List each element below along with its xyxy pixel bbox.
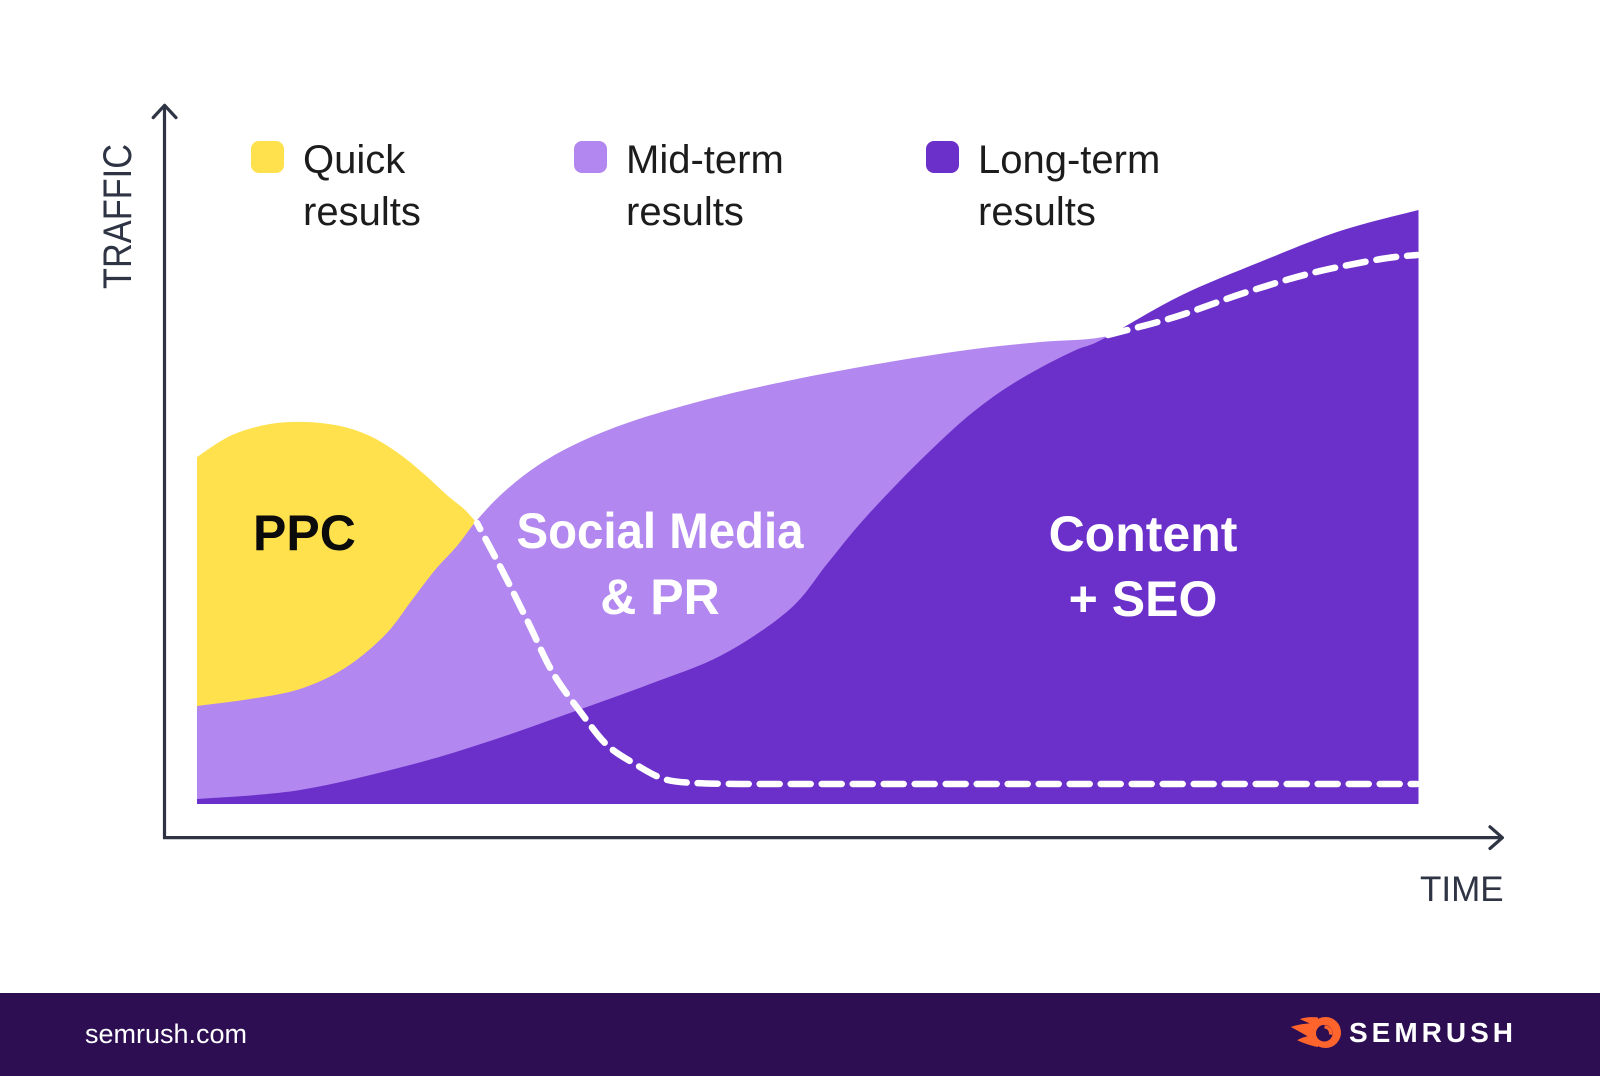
svg-text:SEMRUSH: SEMRUSH: [1349, 1017, 1517, 1048]
svg-text:Social Media: Social Media: [517, 503, 805, 559]
svg-text:semrush.com: semrush.com: [85, 1019, 247, 1049]
svg-text:Quick: Quick: [303, 138, 406, 182]
svg-text:TRAFFIC: TRAFFIC: [96, 144, 140, 289]
svg-text:TIME: TIME: [1420, 870, 1504, 909]
svg-text:& PR: & PR: [600, 569, 719, 625]
svg-text:results: results: [626, 190, 744, 234]
svg-text:Content: Content: [1049, 506, 1238, 562]
svg-text:+ SEO: + SEO: [1069, 571, 1218, 627]
svg-text:results: results: [303, 190, 421, 234]
svg-text:PPC: PPC: [253, 505, 356, 561]
svg-text:Long-term: Long-term: [978, 138, 1160, 182]
svg-text:Mid-term: Mid-term: [626, 138, 784, 182]
svg-text:results: results: [978, 190, 1096, 234]
